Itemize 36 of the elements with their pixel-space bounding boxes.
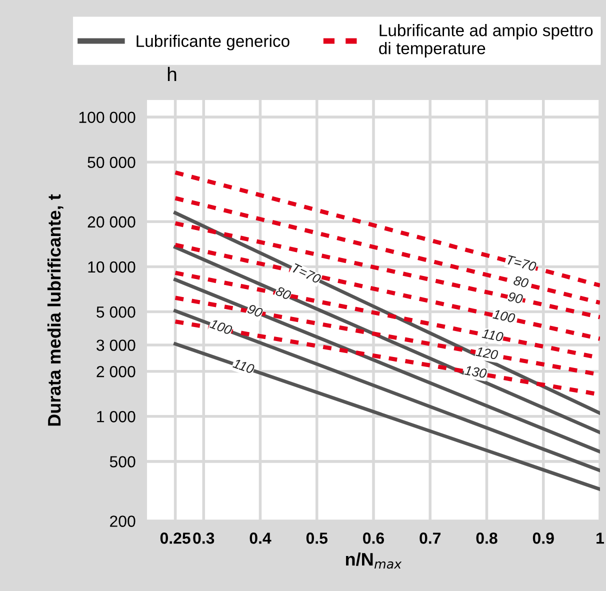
annotation: 120 <box>476 346 499 360</box>
annotation: 100 <box>209 318 233 336</box>
x-tick-label: 0.4 <box>250 532 272 544</box>
y-tick-label: 3 000 <box>96 340 136 351</box>
y-tick-label: 100 000 <box>79 112 136 123</box>
x-tick-label: 0.7 <box>420 532 441 544</box>
y-tick-label: 500 <box>110 456 136 468</box>
x-tick-label: 0.5 <box>306 532 328 544</box>
annotation: 130 <box>464 365 488 378</box>
legend-label: Lubrificante ad ampio spettro di temperature <box>379 24 593 58</box>
y-tick-label: 200 <box>110 516 136 527</box>
x-tick-label: 0.3 <box>193 532 214 544</box>
annotation: T=70 <box>506 254 537 272</box>
x-tick-label: 1 <box>596 532 604 544</box>
y-tick-label: 20 000 <box>88 216 136 228</box>
legend-label: Lubrificante generico <box>136 34 290 50</box>
y-tick-label: 1 000 <box>97 411 136 422</box>
y-tick-label: 50 000 <box>88 156 136 168</box>
annotation: 80 <box>275 286 292 300</box>
annotation: 90 <box>508 292 524 304</box>
annotation: 110 <box>232 358 255 374</box>
x-tick-label: 0.9 <box>532 532 554 544</box>
x-tick-label: 0.6 <box>363 532 384 544</box>
annotation: 80 <box>513 276 530 288</box>
annotation: T=70 <box>291 263 322 284</box>
x-axis-title: n/N$_{max}$ <box>346 552 402 569</box>
text: h <box>168 66 176 82</box>
x-tick-label: 0.8 <box>476 532 498 544</box>
x-tick-label: 0.25 <box>160 532 190 544</box>
y-tick-label: 2 000 <box>96 366 136 378</box>
annotation: 110 <box>482 328 504 342</box>
y-tick-label: 10 000 <box>88 261 136 273</box>
y-tick-label: 5 000 <box>96 306 136 318</box>
annotation: 100 <box>492 309 516 324</box>
annotation: 90 <box>246 304 264 318</box>
y-axis-title: Durata media lubrificante, t <box>47 194 64 426</box>
